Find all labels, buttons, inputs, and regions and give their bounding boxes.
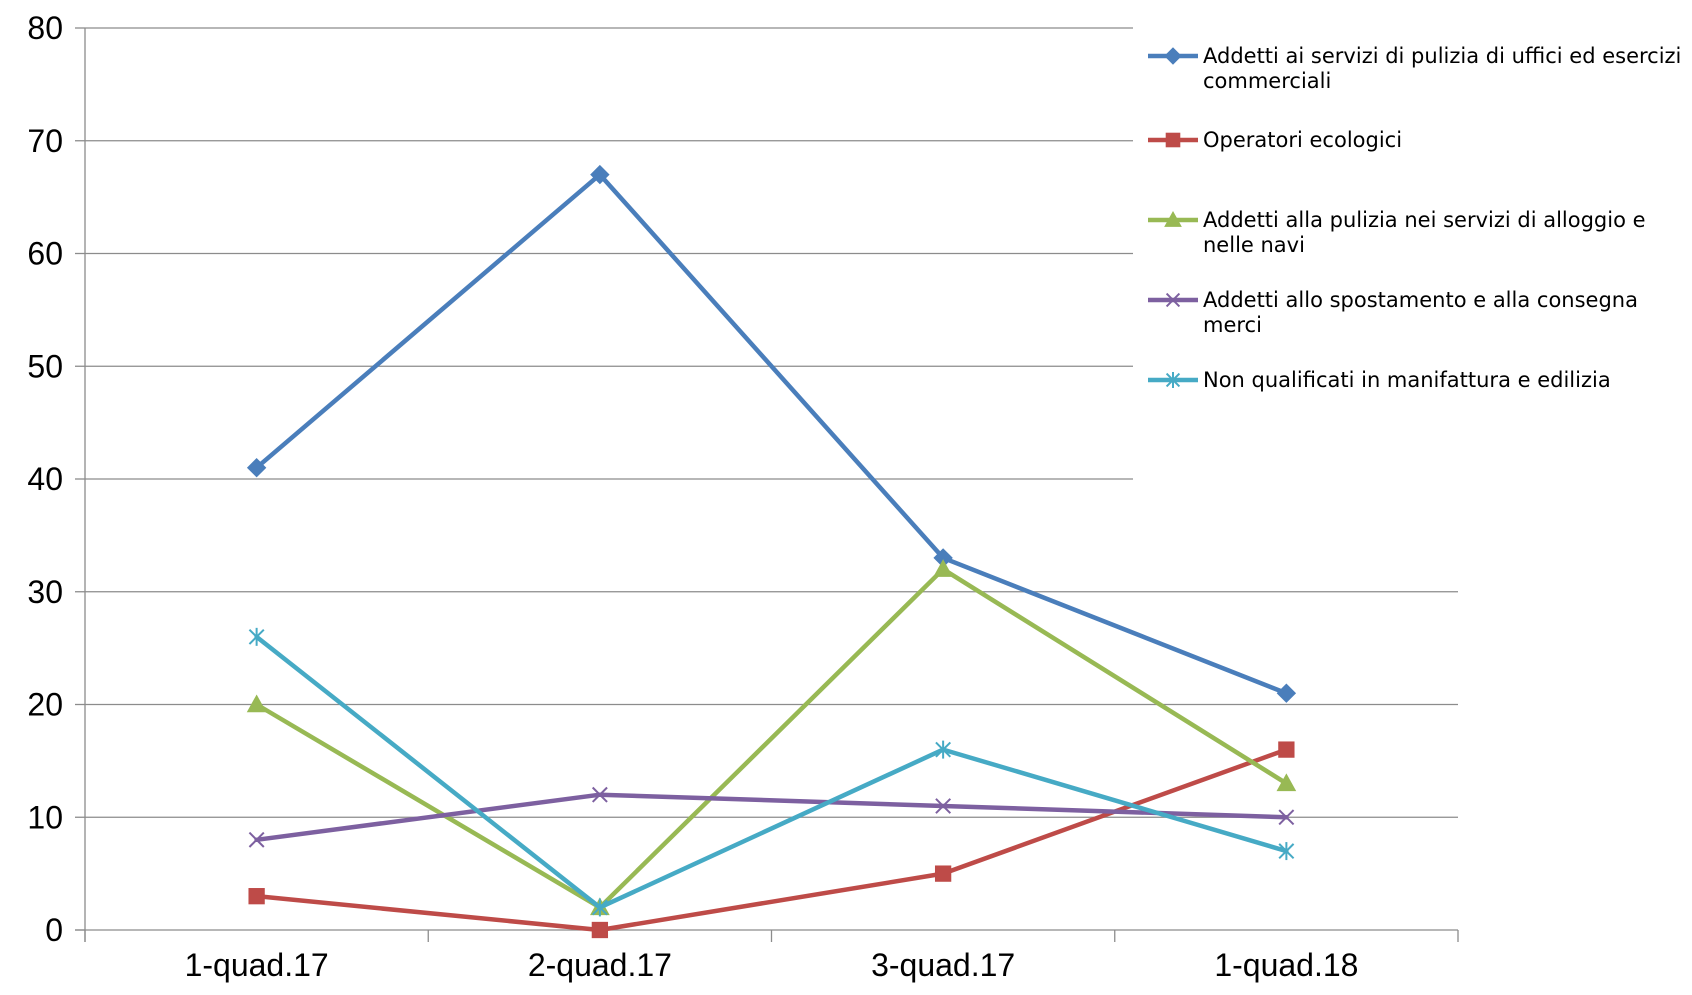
y-axis-tick-labels: 0 10 20 30 40 50 60 70 80 [27, 10, 63, 948]
data-point [591, 921, 609, 939]
legend-marker [1165, 292, 1181, 308]
legend-label: commerciali [1203, 69, 1331, 93]
data-point [1276, 683, 1297, 703]
data-point [248, 831, 265, 848]
series-2 [248, 741, 1295, 939]
legend-label: merci [1203, 313, 1262, 337]
data-point [591, 786, 608, 803]
data-point [935, 798, 952, 814]
legend-item-4: Addetti allo spostamento e alla consegna… [1148, 288, 1638, 337]
series-line [254, 566, 1289, 910]
data-point [1278, 741, 1295, 758]
data-point [246, 694, 267, 713]
legend-label: Addetti allo spostamento e alla consegna [1203, 288, 1638, 312]
data-point [590, 164, 610, 185]
data-point [1278, 842, 1295, 861]
x-axis-tick-labels: 1-quad.17 2-quad.17 3-quad.17 1-quad.18 [185, 947, 1359, 983]
y-tick-label: 80 [27, 10, 63, 46]
series-line [254, 747, 1289, 933]
series-4 [248, 786, 1295, 848]
data-point [933, 559, 953, 577]
legend-label: Addetti ai servizi di pulizia di uffici … [1203, 44, 1681, 68]
y-tick-label: 40 [27, 461, 63, 497]
series-5 [248, 627, 1295, 917]
y-tick-label: 70 [27, 123, 63, 159]
series-lines [246, 164, 1297, 939]
data-point [934, 865, 952, 882]
y-tick-label: 60 [27, 236, 63, 272]
y-tick-label: 0 [45, 912, 63, 948]
legend-marker [1165, 372, 1181, 388]
data-point [935, 740, 952, 759]
legend-marker [1165, 132, 1181, 148]
legend-label: Operatori ecologici [1203, 128, 1402, 152]
x-tick-label: 1-quad.17 [185, 947, 329, 983]
legend-item-1: Addetti ai servizi di pulizia di uffici … [1148, 44, 1681, 93]
series-line [254, 634, 1289, 910]
axes [75, 27, 1459, 942]
data-point [1276, 773, 1297, 792]
y-tick-label: 30 [27, 574, 63, 610]
y-tick-label: 20 [27, 687, 63, 723]
x-tick-label: 3-quad.17 [871, 947, 1015, 983]
y-tick-label: 10 [27, 799, 63, 835]
x-tick-label: 1-quad.18 [1214, 947, 1358, 983]
legend-item-5: Non qualificati in manifattura e edilizi… [1148, 368, 1611, 392]
x-tick-label: 2-quad.17 [528, 947, 672, 983]
data-point [248, 888, 265, 905]
series-1 [246, 164, 1297, 703]
series-3 [246, 559, 1297, 916]
legend-marker [1164, 210, 1182, 227]
y-tick-label: 50 [27, 348, 63, 384]
data-point [248, 627, 265, 646]
legend-item-3: Addetti alla pulizia nei servizi di allo… [1148, 208, 1646, 257]
data-point [1278, 809, 1295, 826]
legend-item-2: Operatori ecologici [1148, 128, 1402, 152]
legend-label: Addetti alla pulizia nei servizi di allo… [1203, 208, 1646, 232]
legend-marker [1164, 47, 1182, 65]
data-point [246, 458, 267, 478]
series-line [254, 172, 1289, 696]
data-point [591, 898, 608, 917]
legend-label: nelle navi [1203, 233, 1305, 257]
legend-label: Non qualificati in manifattura e edilizi… [1203, 368, 1611, 392]
series-line [254, 792, 1289, 843]
legend: Addetti ai servizi di pulizia di uffici … [1148, 44, 1681, 392]
